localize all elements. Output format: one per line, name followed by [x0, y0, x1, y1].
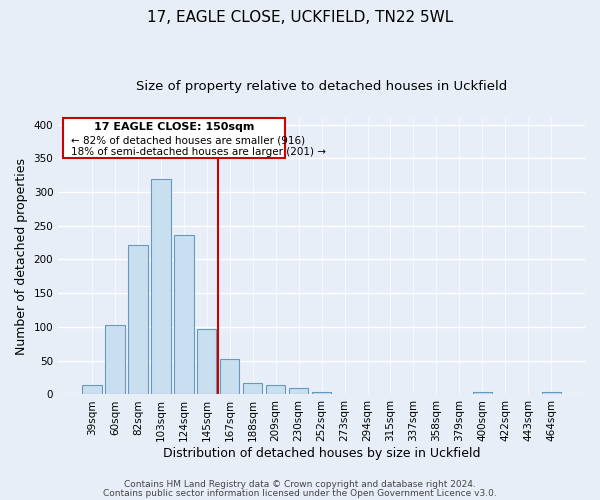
Text: 17, EAGLE CLOSE, UCKFIELD, TN22 5WL: 17, EAGLE CLOSE, UCKFIELD, TN22 5WL: [147, 10, 453, 25]
Bar: [220, 360, 239, 394]
Text: ← 82% of detached houses are smaller (916): ← 82% of detached houses are smaller (91…: [71, 136, 305, 146]
Text: 17 EAGLE CLOSE: 150sqm: 17 EAGLE CLOSE: 150sqm: [94, 122, 254, 132]
Title: Size of property relative to detached houses in Uckfield: Size of property relative to detached ho…: [136, 80, 507, 93]
X-axis label: Distribution of detached houses by size in Uckfield: Distribution of detached houses by size …: [163, 447, 481, 460]
Bar: [542, 392, 561, 394]
Text: Contains HM Land Registry data © Crown copyright and database right 2024.: Contains HM Land Registry data © Crown c…: [124, 480, 476, 489]
Bar: [243, 383, 262, 394]
Text: 18% of semi-detached houses are larger (201) →: 18% of semi-detached houses are larger (…: [71, 147, 326, 157]
Y-axis label: Number of detached properties: Number of detached properties: [15, 158, 28, 354]
Bar: [174, 235, 194, 394]
Bar: [473, 392, 492, 394]
Bar: [266, 385, 286, 394]
FancyBboxPatch shape: [64, 118, 285, 158]
Bar: [151, 178, 170, 394]
Bar: [197, 329, 217, 394]
Text: Contains public sector information licensed under the Open Government Licence v3: Contains public sector information licen…: [103, 488, 497, 498]
Bar: [105, 325, 125, 394]
Bar: [128, 244, 148, 394]
Bar: [289, 388, 308, 394]
Bar: [312, 392, 331, 394]
Bar: [82, 385, 101, 394]
